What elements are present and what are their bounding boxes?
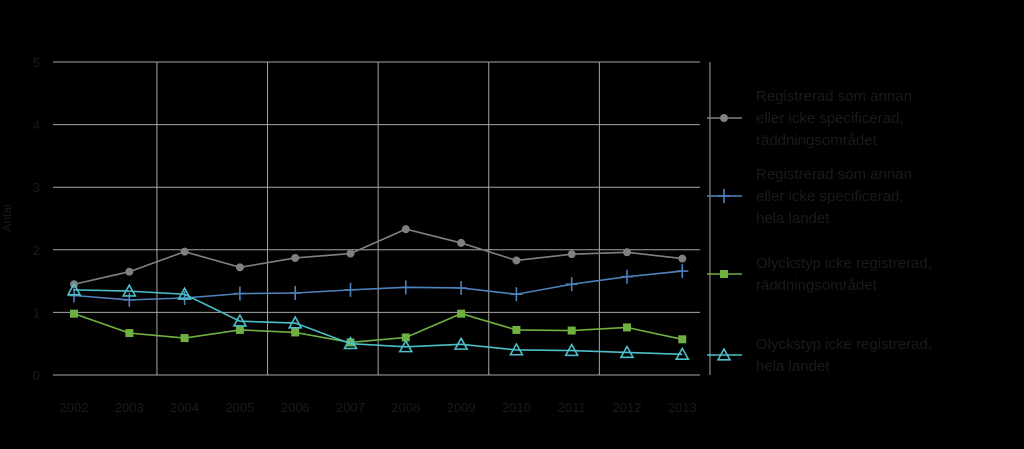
data-point-circle (401, 225, 410, 234)
data-point-square (180, 334, 189, 343)
data-point-square (346, 338, 355, 347)
data-point-circle (512, 256, 521, 265)
data-point-plus (565, 277, 578, 292)
data-point-square (512, 325, 521, 334)
data-point-square (70, 309, 78, 318)
legend: Registrerad som annan eller icke specific… (707, 88, 932, 375)
y-axis-ticks: 0 1 2 3 4 5 (33, 55, 40, 383)
data-point-plus (676, 264, 689, 279)
legend-label: räddningsområdet (756, 132, 878, 149)
data-point-circle (291, 253, 300, 262)
legend-label: Registrerad som annan (756, 88, 912, 105)
data-point-square (720, 270, 728, 278)
data-point-circle (567, 250, 576, 259)
series-3 (66, 282, 690, 360)
x-tick-label: 2010 (502, 400, 531, 415)
data-point-square (567, 326, 576, 335)
data-point-triangle (343, 336, 358, 350)
series-0 (70, 225, 687, 289)
data-point-triangle (398, 339, 414, 353)
x-tick-label: 2013 (668, 400, 697, 415)
data-point-triangle (453, 336, 469, 350)
x-tick-label: 2006 (281, 400, 310, 415)
data-point-square (235, 325, 244, 334)
series-line (73, 289, 683, 356)
data-point-plus (455, 280, 468, 295)
data-point-triangle (619, 344, 635, 359)
data-point-triangle (674, 346, 690, 360)
series-group (66, 225, 690, 360)
data-point-square (401, 333, 410, 342)
series-1 (68, 264, 689, 307)
data-point-plus (399, 280, 412, 295)
data-point-circle (235, 263, 244, 272)
data-point-plus (344, 282, 357, 297)
data-point-circle (720, 114, 728, 122)
x-tick-label: 2004 (170, 400, 199, 415)
y-tick-label: 4 (33, 118, 40, 133)
series-line (73, 228, 683, 286)
data-point-circle (125, 267, 134, 276)
data-point-plus (68, 288, 80, 303)
data-point-plus (510, 287, 523, 302)
data-point-circle (346, 249, 355, 258)
legend-label: räddningsområdet (756, 277, 878, 294)
data-point-triangle (287, 315, 303, 329)
x-tick-label: 2008 (391, 400, 420, 415)
data-point-plus (178, 291, 191, 306)
data-point-triangle (66, 282, 82, 296)
legend-label: Olyckstyp icke registrerad, (756, 255, 932, 272)
data-point-circle (623, 248, 631, 257)
legend-item-1: Registrerad som annan eller icke specific… (707, 166, 912, 227)
legend-label: Olyckstyp icke registrerad, (756, 336, 932, 353)
data-point-triangle (177, 286, 192, 300)
legend-label: eller icke specificerad, (756, 188, 904, 205)
y-tick-label: 5 (33, 55, 40, 70)
data-point-triangle (564, 342, 580, 357)
data-point-plus (123, 292, 136, 307)
data-point-square (457, 309, 466, 318)
chart-grid (53, 61, 711, 376)
data-point-triangle (716, 347, 732, 361)
data-point-triangle (121, 283, 137, 297)
data-point-circle (180, 247, 189, 256)
data-point-triangle (232, 313, 248, 327)
x-axis-ticks: 2002 2003 2004 2005 2006 2007 2008 2009 2010 2011… (60, 400, 697, 415)
data-point-plus (718, 189, 730, 203)
y-tick-label: 3 (33, 180, 40, 195)
legend-label: hela landet (756, 358, 830, 375)
series-2 (70, 309, 687, 347)
x-tick-label: 2003 (115, 400, 144, 415)
data-point-circle (678, 254, 687, 263)
legend-label: hela landet (756, 210, 830, 227)
series-line (73, 312, 683, 344)
x-tick-label: 2009 (447, 400, 476, 415)
data-point-square (291, 328, 300, 337)
data-point-square (623, 323, 631, 332)
data-point-circle (457, 238, 466, 247)
legend-label: Registrerad som annan (756, 166, 912, 183)
data-point-plus (621, 269, 633, 284)
x-tick-label: 2007 (336, 400, 365, 415)
legend-item-0: Registrerad som annan eller icke specific… (707, 88, 912, 149)
legend-item-2: Olyckstyp icke registrerad, räddningsområ… (707, 255, 932, 294)
y-tick-label: 1 (33, 305, 40, 320)
y-tick-label: 0 (33, 368, 40, 383)
x-tick-label: 2012 (613, 400, 642, 415)
x-tick-label: 2005 (225, 400, 254, 415)
data-point-square (125, 329, 134, 338)
y-axis-label: Antal (0, 204, 14, 231)
x-tick-label: 2002 (60, 400, 89, 415)
legend-label: eller icke specificerad, (756, 110, 904, 127)
x-tick-label: 2011 (558, 400, 586, 415)
data-point-plus (233, 286, 246, 301)
data-point-square (678, 335, 687, 344)
y-tick-label: 2 (33, 243, 40, 258)
data-point-triangle (509, 342, 524, 356)
legend-item-3: Olyckstyp icke registrerad, hela landet (707, 336, 932, 375)
series-line (73, 270, 683, 301)
data-point-plus (289, 285, 302, 300)
